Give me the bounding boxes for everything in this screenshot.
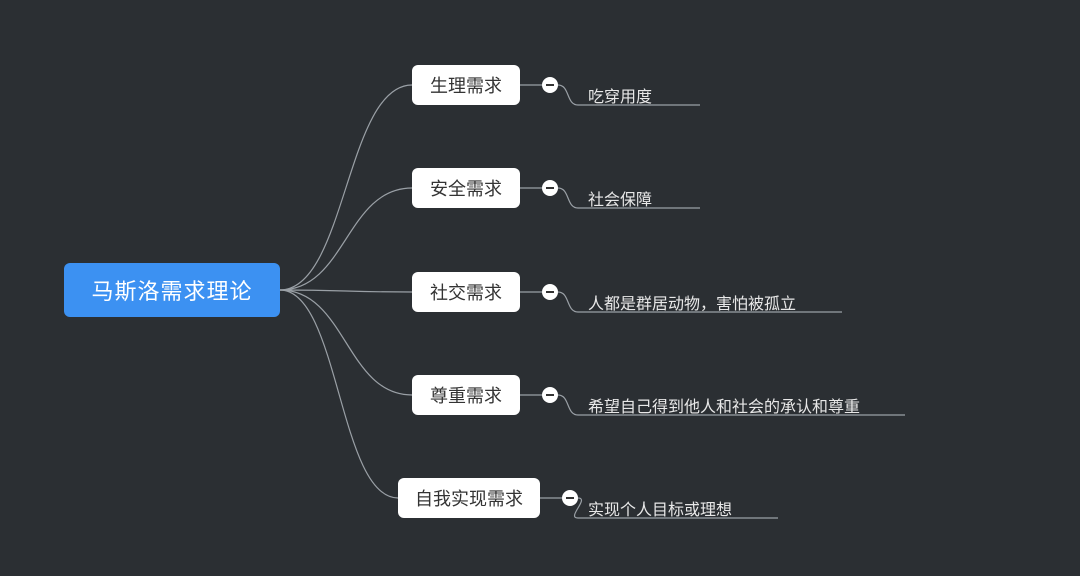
branch-node[interactable]: 社交需求 — [412, 272, 520, 312]
branch-label: 社交需求 — [430, 279, 502, 305]
branch-node[interactable]: 安全需求 — [412, 168, 520, 208]
branch-label: 安全需求 — [430, 175, 502, 201]
leaf-text: 希望自己得到他人和社会的承认和尊重 — [588, 393, 860, 417]
root-label: 马斯洛需求理论 — [91, 274, 252, 306]
branch-node[interactable]: 尊重需求 — [412, 375, 520, 415]
branch-node[interactable]: 生理需求 — [412, 65, 520, 105]
collapse-icon[interactable] — [542, 387, 558, 403]
leaf-text: 实现个人目标或理想 — [588, 496, 732, 520]
branch-label: 自我实现需求 — [415, 485, 523, 511]
branch-label: 生理需求 — [430, 72, 502, 98]
leaf-text: 吃穿用度 — [588, 83, 652, 107]
branch-label: 尊重需求 — [430, 382, 502, 408]
collapse-icon[interactable] — [542, 284, 558, 300]
leaf-text: 人都是群居动物，害怕被孤立 — [588, 290, 796, 314]
collapse-icon[interactable] — [542, 180, 558, 196]
leaf-text: 社会保障 — [588, 186, 652, 210]
branch-node[interactable]: 自我实现需求 — [398, 478, 540, 518]
root-node[interactable]: 马斯洛需求理论 — [64, 263, 280, 317]
mindmap-stage: 马斯洛需求理论 生理需求 吃穿用度安全需求 社会保障社交需求 人都是群居动物，害怕被孤立… — [0, 0, 1080, 576]
collapse-icon[interactable] — [542, 77, 558, 93]
collapse-icon[interactable] — [562, 490, 578, 506]
